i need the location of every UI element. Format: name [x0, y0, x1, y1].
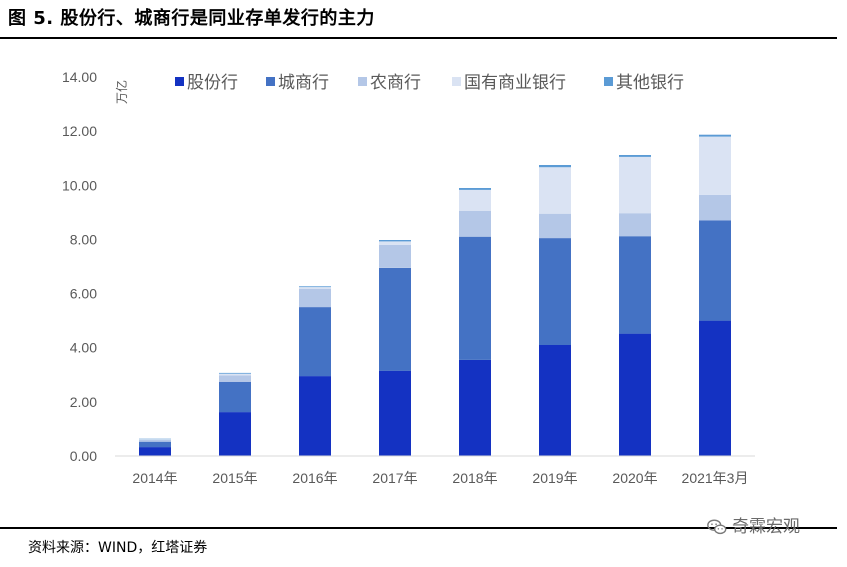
- x-tick-label: 2017年: [372, 470, 417, 486]
- y-axis-unit-label: 万亿: [114, 80, 129, 104]
- bar-segment: [459, 236, 491, 360]
- bar-segment: [299, 286, 331, 288]
- source-note: 资料来源：WIND，红塔证券: [28, 540, 208, 556]
- legend-label: 农商行: [370, 73, 421, 93]
- bar-segment: [139, 439, 171, 440]
- bar-segment: [539, 167, 571, 214]
- title-divider: [0, 37, 837, 39]
- y-tick-label: 4.00: [70, 340, 97, 356]
- bar-segment: [139, 441, 171, 448]
- legend-label: 城商行: [278, 73, 329, 93]
- legend-swatch: [358, 77, 367, 86]
- legend-swatch: [175, 77, 184, 86]
- legend-swatch: [604, 77, 613, 86]
- x-tick-label: 2018年: [452, 470, 497, 486]
- bar-segment: [539, 345, 571, 456]
- figure-title: 图 5. 股份行、城商行是同业存单发行的主力: [8, 8, 375, 29]
- bar-segment: [299, 376, 331, 456]
- bar-segment: [219, 381, 251, 413]
- bar-segment: [619, 333, 651, 456]
- bar-segment: [459, 359, 491, 456]
- y-tick-label: 8.00: [70, 231, 97, 247]
- y-tick-label: 0.00: [70, 448, 97, 464]
- bar-segment: [539, 238, 571, 345]
- bar-segment: [139, 447, 171, 456]
- x-axis: 2014年 2015年 2016年 2017年 2018年 2019年 2020年 2021年…: [132, 470, 748, 486]
- bar-segment: [619, 156, 651, 214]
- bar-segment: [379, 370, 411, 456]
- legend-label: 国有商业银行: [464, 73, 566, 93]
- y-tick-label: 12.00: [62, 123, 97, 139]
- bar-segment: [299, 287, 331, 289]
- bar-segment: [699, 320, 731, 456]
- bar-segment: [139, 439, 171, 442]
- watermark: 奇霖宏观: [706, 516, 800, 538]
- bars-group: [139, 134, 731, 456]
- y-axis: 0.00 2.00 4.00 6.00 8.00 10.00 12.00 14.00: [62, 69, 97, 464]
- y-tick-label: 10.00: [62, 177, 97, 193]
- legend-swatch: [452, 77, 461, 86]
- bar-segment: [299, 288, 331, 308]
- bar-segment: [379, 241, 411, 245]
- legend-label: 其他银行: [616, 73, 684, 93]
- bar-segment: [459, 189, 491, 211]
- bar-segment: [619, 236, 651, 334]
- y-tick-label: 2.00: [70, 394, 97, 410]
- bar-segment: [139, 438, 171, 440]
- bar-segment: [219, 375, 251, 382]
- bar-segment: [539, 165, 571, 168]
- x-tick-label: 2020年: [612, 470, 657, 486]
- bar-segment: [619, 155, 651, 157]
- x-tick-label: 2019年: [532, 470, 577, 486]
- bar-segment: [379, 267, 411, 371]
- bar-segment: [219, 412, 251, 456]
- footer-divider: [0, 527, 837, 529]
- watermark-text: 奇霖宏观: [732, 517, 800, 537]
- legend: 股份行 城商行 农商行 国有商业银行 其他银行: [175, 73, 684, 93]
- bar-segment: [459, 211, 491, 237]
- x-tick-label: 2021年3月: [682, 470, 749, 486]
- y-tick-label: 6.00: [70, 286, 97, 302]
- bar-segment: [699, 220, 731, 321]
- stacked-bar-chart: 0.00 2.00 4.00 6.00 8.00 10.00 12.00 14.00 万亿 2…: [62, 69, 755, 486]
- x-tick-label: 2015年: [212, 470, 257, 486]
- bar-segment: [699, 136, 731, 195]
- legend-swatch: [266, 77, 275, 86]
- legend-label: 股份行: [187, 73, 238, 93]
- bar-segment: [379, 240, 411, 242]
- bar-segment: [619, 213, 651, 237]
- bar-segment: [459, 188, 491, 190]
- x-tick-label: 2014年: [132, 470, 177, 486]
- wechat-icon: [707, 519, 727, 535]
- bar-segment: [219, 372, 251, 374]
- x-tick-label: 2016年: [292, 470, 337, 486]
- bar-segment: [219, 373, 251, 376]
- bar-segment: [699, 194, 731, 221]
- bar-segment: [699, 134, 731, 137]
- y-tick-label: 14.00: [62, 69, 97, 85]
- bar-segment: [539, 213, 571, 239]
- bar-segment: [299, 307, 331, 377]
- bar-segment: [379, 244, 411, 268]
